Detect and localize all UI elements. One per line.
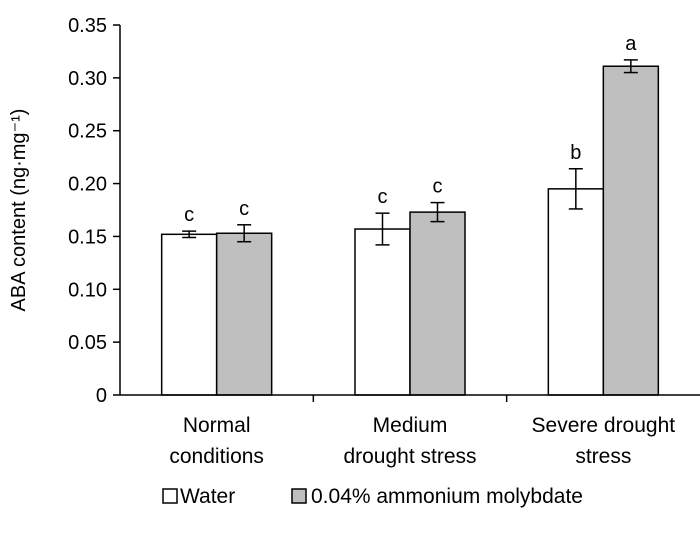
y-tick-label: 0.35 (68, 15, 107, 37)
y-axis-label: ABA content (ng·mg⁻¹) (8, 109, 30, 312)
bar (547, 188, 605, 396)
y-tick-label: 0.15 (68, 226, 107, 248)
bar (215, 232, 273, 396)
bar (354, 228, 411, 396)
significance-label: c (433, 176, 443, 198)
ticks-layer: 0 0.05 0.10 0.15 0.20 0.25 0.30 0.35 Normal condi… (68, 15, 675, 468)
x-tick-label: Severe drought stress (532, 414, 676, 468)
significance-label: c (184, 204, 194, 226)
legend: Water 0.04% ammonium molybdate (162, 485, 583, 508)
bar (409, 211, 466, 396)
x-tick-label-line: Severe drought (532, 414, 676, 437)
x-tick-label-line: Normal (183, 414, 251, 437)
legend-swatch-water (162, 488, 178, 504)
bar (602, 65, 660, 396)
y-tick-label: 0.10 (68, 279, 107, 301)
x-tick-label: Normal conditions (169, 414, 264, 468)
legend-label-water: Water (180, 485, 235, 508)
bar (160, 233, 218, 396)
y-tick-label: 0.20 (68, 174, 107, 196)
x-tick-label-line: conditions (169, 445, 264, 468)
significance-label: c (239, 198, 249, 220)
x-tick-label-line: drought stress (343, 445, 476, 468)
x-tick-label-line: stress (575, 445, 631, 468)
y-tick-label: 0 (96, 385, 107, 407)
bars-layer: c c b c c a (160, 33, 660, 396)
x-tick-label-line: Medium (373, 414, 448, 437)
y-tick-label: 0.25 (68, 121, 107, 143)
significance-label: b (570, 142, 581, 164)
axes-layer (119, 25, 700, 396)
significance-label: c (378, 186, 388, 208)
legend-swatch-molybdate (291, 488, 307, 504)
y-tick-label: 0.05 (68, 332, 107, 354)
significance-label: a (625, 33, 637, 55)
y-tick-label: 0.30 (68, 68, 107, 90)
legend-label-molybdate: 0.04% ammonium molybdate (311, 485, 583, 508)
x-tick-label: Medium drought stress (343, 414, 476, 468)
